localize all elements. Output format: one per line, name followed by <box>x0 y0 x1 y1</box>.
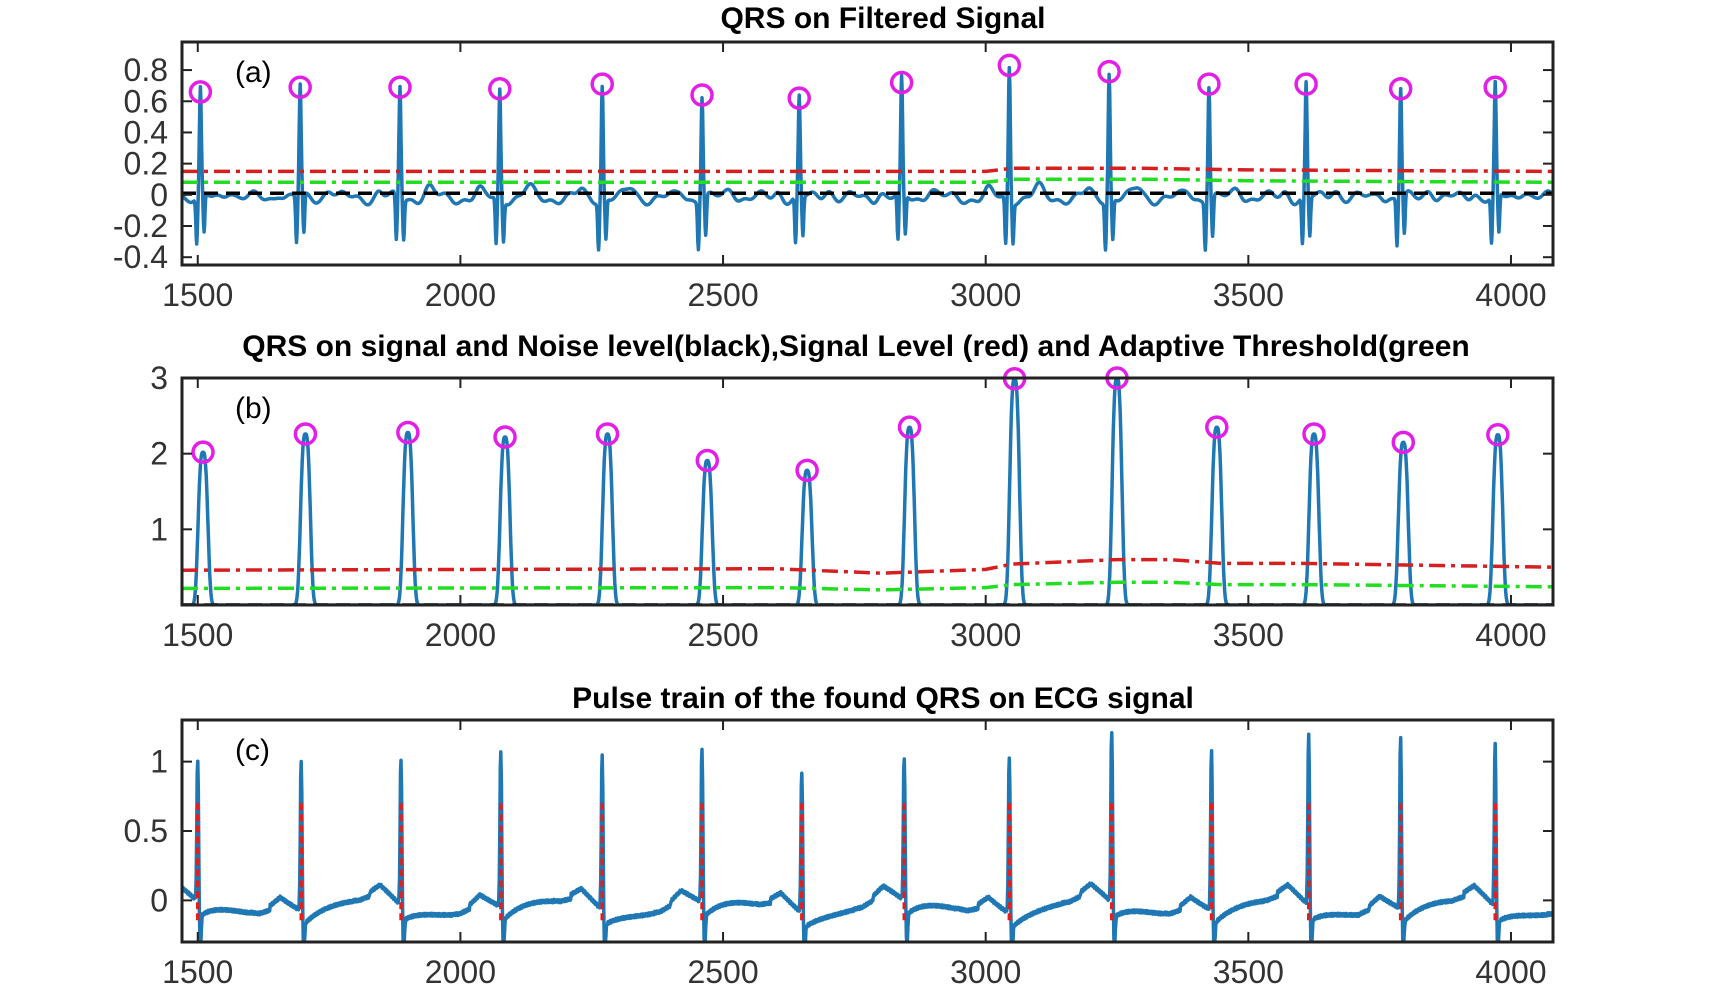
y-tick-label: 0.5 <box>124 813 168 849</box>
x-tick-label: 3500 <box>1213 617 1284 653</box>
panel-b: QRS on signal and Noise level(black),Sig… <box>150 330 1555 653</box>
panel-a-title: QRS on Filtered Signal <box>720 2 1045 35</box>
x-tick-label: 3000 <box>950 277 1021 313</box>
qrs-peak-marker <box>493 425 517 449</box>
qrs-peak-marker <box>695 448 720 473</box>
y-tick-label: 0.2 <box>124 146 168 182</box>
y-tick-label: -0.2 <box>113 208 168 244</box>
y-tick-label: 0.8 <box>124 52 168 88</box>
adaptive-threshold-line <box>182 177 1553 185</box>
signal-series-line <box>182 731 1553 942</box>
qrs-peak-marker <box>590 72 614 96</box>
qrs-peak-marker <box>897 415 922 439</box>
qrs-peak-marker <box>889 70 914 95</box>
x-tick-label: 2500 <box>687 954 758 990</box>
adaptive-threshold-line <box>182 580 1553 592</box>
qrs-peak-marker <box>488 77 512 101</box>
data-layer <box>182 731 1553 942</box>
y-tick-label: 0 <box>150 177 168 213</box>
y-tick-label: 0.6 <box>124 83 168 119</box>
x-tick-label: 2000 <box>425 954 496 990</box>
x-tick-label: 2500 <box>687 617 758 653</box>
qrs-peak-marker <box>388 75 412 99</box>
qrs-peak-marker <box>191 440 215 464</box>
qrs-peak-marker <box>1197 72 1221 96</box>
y-tick-label: 1 <box>150 511 168 547</box>
panel-b-label: (b) <box>235 392 272 425</box>
qrs-peak-marker <box>1302 422 1326 446</box>
signal-level-line <box>182 557 1553 575</box>
y-tick-label: 2 <box>150 436 168 472</box>
qrs-peak-marker <box>1205 415 1229 439</box>
x-tick-label: 4000 <box>1475 277 1546 313</box>
signal-level-line <box>182 166 1553 174</box>
x-tick-label: 3500 <box>1213 277 1284 313</box>
x-tick-label: 4000 <box>1475 617 1546 653</box>
x-tick-label: 3000 <box>950 954 1021 990</box>
x-tick-label: 1500 <box>162 954 233 990</box>
qrs-peak-marker <box>787 86 811 110</box>
data-layer <box>182 65 1553 252</box>
qrs-peak-marker <box>1294 72 1318 96</box>
qrs-peak-marker <box>1483 75 1507 99</box>
panel-c-title: Pulse train of the found QRS on ECG sign… <box>572 682 1194 715</box>
panel-c-plot-area: 1500 2000 2500 3000 3500 4000 0 0.5 1 <box>124 718 1555 990</box>
x-tick-label: 4000 <box>1475 954 1546 990</box>
qrs-peak-marker <box>690 83 714 107</box>
signal-series-line <box>182 65 1553 252</box>
axes-box <box>180 40 1555 267</box>
qrs-peak-marker <box>1391 430 1416 455</box>
qrs-peak-marker <box>1097 59 1121 84</box>
qrs-peak-marker <box>188 80 213 104</box>
qrs-peak-marker <box>396 420 420 445</box>
panel-a-plot-area: 1500 2000 2500 3000 3500 4000-0.4-0.200.20.40… <box>113 40 1555 313</box>
panel-a: QRS on Filtered Signal 1500 2000 2500 3000 3… <box>113 2 1555 313</box>
y-tick-label: 0 <box>150 882 168 918</box>
panel-c: Pulse train of the found QRS on ECG sign… <box>124 682 1555 990</box>
qrs-peak-marker <box>293 422 318 446</box>
x-tick-label: 3000 <box>950 617 1021 653</box>
plot-background <box>182 42 1553 265</box>
plot-background <box>182 720 1553 942</box>
x-tick-label: 1500 <box>162 617 233 653</box>
x-tick-label: 1500 <box>162 277 233 313</box>
axes-box <box>180 376 1555 607</box>
panel-b-title: QRS on signal and Noise level(black),Sig… <box>242 330 1469 363</box>
panel-c-label: (c) <box>235 734 270 767</box>
y-tick-label: 1 <box>150 744 168 780</box>
x-tick-label: 2000 <box>425 617 496 653</box>
y-tick-label: 0.4 <box>124 114 168 150</box>
qrs-peak-marker <box>997 53 1022 78</box>
qrs-peak-marker <box>1388 77 1413 101</box>
x-tick-label: 2000 <box>425 277 496 313</box>
y-tick-label: -0.4 <box>113 239 168 275</box>
qrs-peak-marker <box>595 422 620 446</box>
qrs-peak-marker <box>795 458 819 483</box>
x-tick-label: 2500 <box>687 277 758 313</box>
y-tick-label: 3 <box>150 360 168 396</box>
x-tick-label: 3500 <box>1213 954 1284 990</box>
panel-a-label: (a) <box>235 56 272 89</box>
qrs-peak-marker <box>1486 423 1510 447</box>
panel-b-plot-area: 1500 2000 2500 3000 3500 4000 1 2 3 <box>150 360 1555 653</box>
qrs-peak-marker <box>288 75 312 99</box>
